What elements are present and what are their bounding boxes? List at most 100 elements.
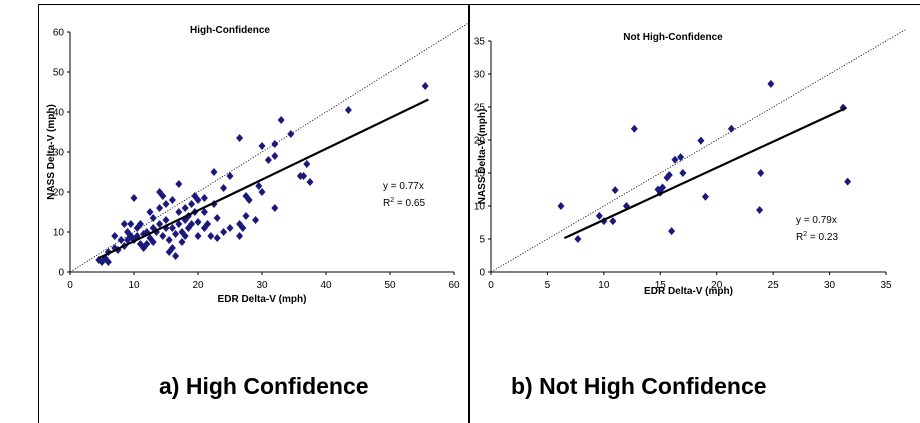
data-point bbox=[95, 256, 103, 264]
x-axis-label: EDR Delta-V (mph) bbox=[644, 286, 733, 297]
x-tick-label: 0 bbox=[67, 280, 73, 291]
data-point bbox=[609, 217, 617, 226]
y-tick-label: 20 bbox=[53, 188, 65, 199]
data-point bbox=[127, 220, 135, 228]
data-point bbox=[146, 208, 154, 216]
data-point bbox=[756, 205, 764, 214]
data-point bbox=[213, 234, 221, 242]
x-tick-label: 30 bbox=[256, 280, 268, 291]
data-point bbox=[287, 130, 295, 138]
data-point bbox=[344, 106, 352, 114]
x-tick-label: 35 bbox=[880, 280, 892, 291]
data-point bbox=[204, 220, 212, 228]
data-point bbox=[143, 240, 151, 248]
data-point bbox=[136, 220, 144, 228]
chart-title: Not High-Confidence bbox=[623, 32, 723, 43]
data-point bbox=[303, 160, 311, 168]
r-squared-superscript: 2 bbox=[390, 197, 394, 204]
data-point bbox=[188, 200, 196, 208]
data-point bbox=[271, 204, 279, 212]
data-point bbox=[120, 220, 128, 228]
r-squared-label: R2 = 0.23 bbox=[796, 231, 838, 243]
data-point bbox=[210, 168, 218, 176]
data-point bbox=[242, 212, 250, 220]
data-point bbox=[671, 155, 679, 164]
data-point bbox=[200, 194, 208, 202]
data-point bbox=[168, 196, 176, 204]
chart-panel-not-high-confidence: Not High-Confidence 0 5 10 15 20 25 30 35 0 5 10 15 2… bbox=[469, 4, 920, 423]
data-point bbox=[140, 230, 148, 238]
data-point bbox=[181, 232, 189, 240]
data-point bbox=[175, 208, 183, 216]
y-axis-label: NASS Delta-V (mph) bbox=[46, 104, 57, 200]
data-point bbox=[258, 188, 266, 196]
y-tick-label: 15 bbox=[474, 169, 486, 180]
y-tick-label: 30 bbox=[53, 148, 65, 159]
data-point bbox=[178, 238, 186, 246]
data-point bbox=[194, 218, 202, 226]
data-point bbox=[226, 224, 234, 232]
r-squared-prefix: R bbox=[383, 198, 390, 209]
y-tick-label: 60 bbox=[53, 28, 65, 39]
data-point bbox=[757, 169, 765, 177]
data-point bbox=[172, 252, 180, 260]
data-point bbox=[271, 152, 279, 160]
x-axis-label: EDR Delta-V (mph) bbox=[218, 294, 307, 305]
data-point bbox=[220, 228, 228, 236]
data-point bbox=[258, 142, 266, 150]
x-tick-label: 5 bbox=[545, 280, 551, 291]
data-point bbox=[181, 204, 189, 212]
data-point bbox=[149, 238, 157, 246]
data-point bbox=[194, 232, 202, 240]
data-point bbox=[679, 169, 687, 177]
data-point bbox=[111, 232, 119, 240]
data-point bbox=[574, 235, 582, 243]
r-squared-label: R2 = 0.65 bbox=[383, 197, 425, 209]
chart-panel-high-confidence: High-Confidence 0 10 20 30 40 50 60 0 10 20 30 40 50 6… bbox=[38, 4, 474, 423]
data-point bbox=[168, 244, 176, 252]
data-point bbox=[130, 194, 138, 202]
chart-caption: a) High Confidence bbox=[159, 373, 369, 399]
data-point bbox=[659, 183, 667, 192]
trendline bbox=[98, 98, 429, 260]
y-tick-label: 20 bbox=[474, 136, 486, 147]
data-point bbox=[159, 232, 167, 240]
data-point bbox=[188, 220, 196, 228]
data-point bbox=[697, 136, 705, 145]
data-point bbox=[159, 192, 167, 200]
x-tick-label: 60 bbox=[448, 280, 460, 291]
reference-line bbox=[490, 29, 906, 273]
x-tick-label: 25 bbox=[768, 280, 780, 291]
r-squared-value: = 0.65 bbox=[394, 198, 425, 209]
data-point bbox=[668, 227, 676, 236]
trendline-equation: y = 0.77x bbox=[383, 181, 424, 192]
y-axis-label: NASS Delta-V (mph) bbox=[477, 109, 488, 205]
y-tick-label: 35 bbox=[474, 37, 486, 48]
data-point bbox=[156, 188, 164, 196]
data-point bbox=[156, 220, 164, 228]
x-tick-label: 10 bbox=[128, 280, 140, 291]
chart-caption: b) Not High Confidence bbox=[511, 373, 767, 399]
data-point bbox=[175, 220, 183, 228]
x-tick-label: 50 bbox=[384, 280, 396, 291]
data-point bbox=[220, 184, 228, 192]
r-squared-superscript: 2 bbox=[803, 231, 807, 238]
data-point bbox=[665, 170, 673, 179]
r-squared-prefix: R bbox=[796, 232, 803, 243]
y-tick-label: 0 bbox=[479, 268, 485, 279]
data-point bbox=[421, 82, 429, 90]
x-tick-label: 10 bbox=[598, 280, 610, 291]
data-point bbox=[124, 228, 132, 236]
data-point bbox=[162, 200, 170, 208]
data-point bbox=[595, 211, 603, 220]
data-point bbox=[611, 186, 619, 195]
data-point bbox=[245, 196, 253, 204]
x-tick-label: 20 bbox=[192, 280, 204, 291]
y-tick-label: 30 bbox=[474, 70, 486, 81]
data-point bbox=[200, 208, 208, 216]
data-point bbox=[149, 214, 157, 222]
data-point bbox=[226, 172, 234, 180]
x-tick-label: 30 bbox=[824, 280, 836, 291]
data-point bbox=[236, 134, 244, 142]
data-point bbox=[117, 236, 125, 244]
